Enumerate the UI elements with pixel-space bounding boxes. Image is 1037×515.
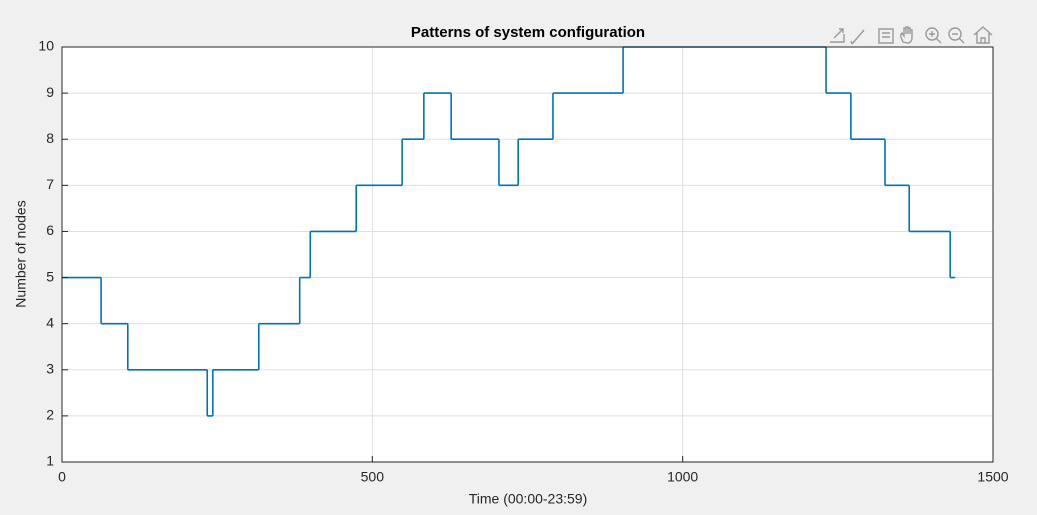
x-tick-label: 0 [58,469,66,485]
home-icon[interactable] [973,26,993,44]
zoom-out-minus[interactable] [952,33,965,44]
export-icon[interactable] [830,28,845,43]
y-tick-label: 10 [38,38,54,54]
axes-box [61,46,994,463]
zoom-out-icon[interactable] [948,27,962,41]
y-tick-label: 1 [46,453,54,469]
y-tick-label: 7 [46,176,54,192]
y-tick-label: 2 [46,407,54,423]
y-tick-label: 5 [46,268,54,284]
x-tick-label: 500 [361,469,385,485]
x-tick-label: 1000 [667,469,698,485]
chart-title: Patterns of system configuration [411,24,645,41]
zoom-in-icon[interactable] [925,27,939,41]
y-axis-label: Number of nodes [13,200,29,307]
x-tick-label: 1500 [977,469,1008,485]
pan-icon[interactable] [900,26,913,44]
datatip-icon[interactable] [878,28,894,44]
series-line [62,46,956,417]
y-tick-label: 6 [46,222,54,238]
y-tick-label: 3 [46,360,54,376]
zoom-in-plus[interactable] [929,31,942,44]
brush-icon[interactable] [850,29,865,45]
y-tick-label: 8 [46,130,54,146]
y-tick-label: 4 [46,314,54,330]
y-tick-label: 9 [46,84,54,100]
toolbar [830,26,993,45]
x-axis-label: Time (00:00-23:59) [469,491,588,507]
plot-area [62,47,993,462]
